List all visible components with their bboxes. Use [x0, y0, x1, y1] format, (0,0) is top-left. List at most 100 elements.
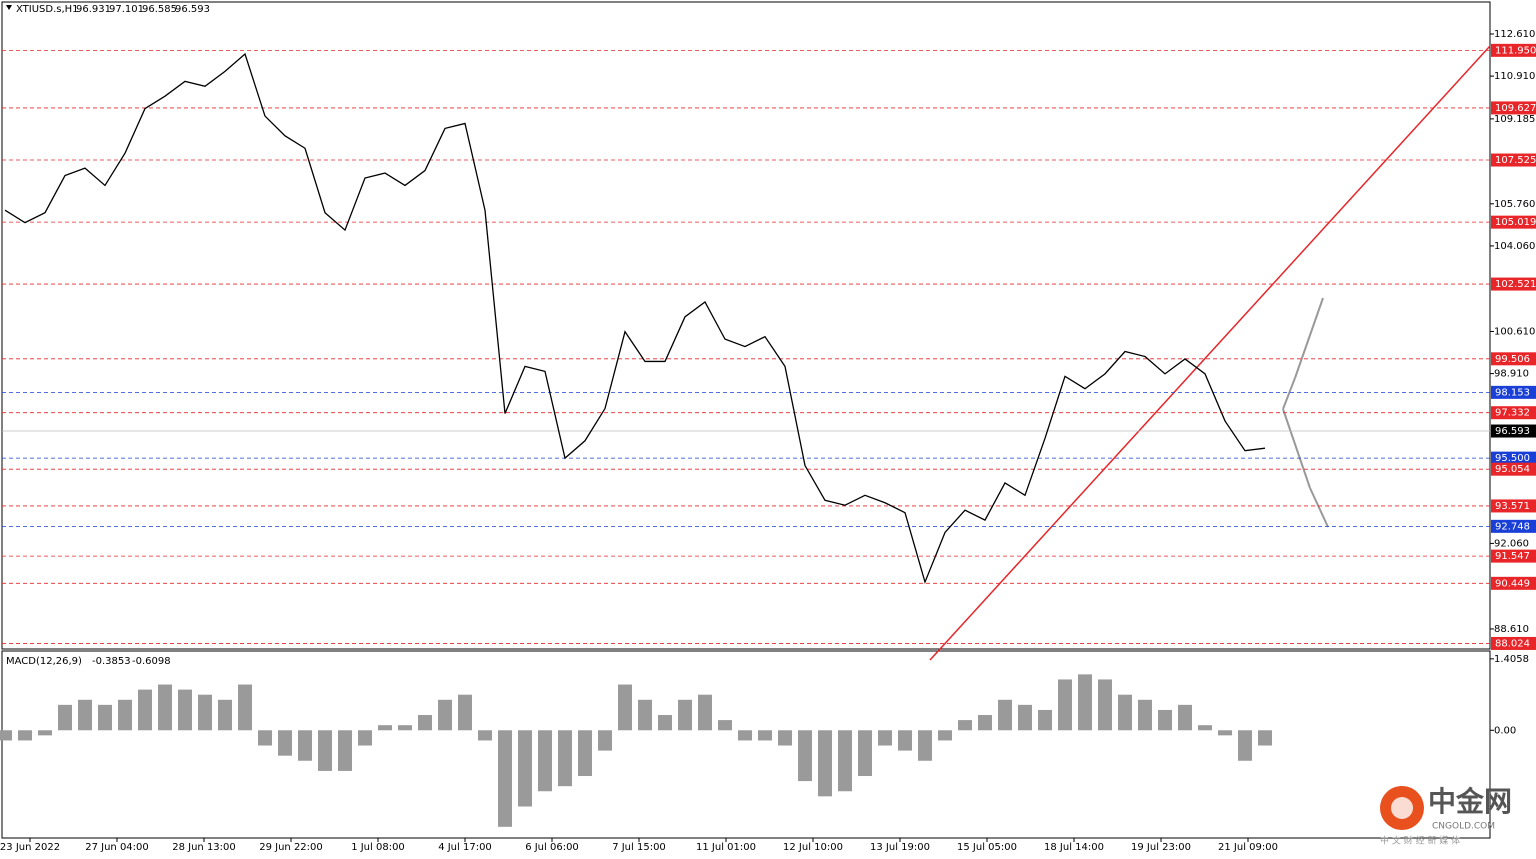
x-tick-label: 23 Jun 2022	[0, 842, 60, 853]
level-label: 93.571	[1495, 501, 1530, 512]
macd-bar	[38, 730, 52, 736]
watermark-domain: CNGOLD.COM	[1432, 822, 1495, 832]
x-tick-label: 15 Jul 05:00	[957, 842, 1017, 853]
y-tick-label: 109.185	[1494, 114, 1535, 125]
macd-bar	[838, 730, 852, 792]
macd-bar	[378, 725, 392, 731]
header-value: -0.3853	[92, 656, 131, 667]
y-tick-label: 1.4058	[1494, 654, 1529, 665]
x-tick-label: 12 Jul 10:00	[783, 842, 843, 853]
level-label: 111.950	[1495, 45, 1536, 56]
level-label: 97.332	[1495, 408, 1530, 419]
macd-bar	[218, 699, 232, 731]
macd-bar	[178, 689, 192, 731]
watermark-slogan: 中 文 财 经 新 媒 体	[1380, 835, 1460, 847]
watermark-name: 中金网	[1428, 785, 1512, 818]
macd-bar	[1058, 679, 1072, 731]
x-tick-label: 29 Jun 22:00	[259, 842, 323, 853]
level-tag	[1491, 101, 1536, 115]
level-label: 109.627	[1495, 103, 1536, 114]
level-tag	[1491, 576, 1536, 590]
macd-bar	[278, 730, 292, 756]
level-label: 90.449	[1495, 578, 1530, 589]
macd-bar	[878, 730, 892, 746]
macd-bar	[1178, 704, 1192, 731]
x-tick-label: 11 Jul 01:00	[696, 842, 756, 853]
level-tag	[1491, 385, 1536, 399]
y-tick-label: 100.610	[1494, 326, 1535, 337]
x-tick-label: 4 Jul 17:00	[438, 842, 492, 853]
level-label: 95.500	[1495, 453, 1530, 464]
macd-bar	[758, 730, 772, 741]
macd-bar	[338, 730, 352, 771]
macd-bar	[1218, 730, 1232, 736]
macd-bar	[978, 715, 992, 731]
macd-bar	[478, 730, 492, 741]
macd-bar	[858, 730, 872, 777]
macd-bar	[1258, 730, 1272, 746]
macd-bar	[778, 730, 792, 746]
macd-bar	[1238, 730, 1252, 761]
y-tick-label: 92.060	[1494, 538, 1529, 549]
price-line	[4, 52, 1266, 585]
macd-bar	[938, 730, 952, 741]
level-tag	[1491, 352, 1536, 366]
header-value: 97.101	[109, 4, 144, 15]
level-tag	[1491, 519, 1536, 533]
macd-bar	[1078, 674, 1092, 731]
macd-bar	[398, 725, 412, 731]
level-label: 107.525	[1495, 155, 1536, 166]
y-tick-label: 110.910	[1494, 71, 1535, 82]
macd-bar	[418, 715, 432, 731]
macd-bar	[298, 730, 312, 761]
macd-bar	[818, 730, 832, 797]
header-value: 96.585	[142, 4, 177, 15]
level-tag	[1491, 499, 1536, 513]
level-tag	[1491, 462, 1536, 476]
macd-bar	[898, 730, 912, 751]
macd-bar	[238, 684, 252, 731]
y-tick-label: 0.00	[1494, 725, 1516, 736]
menu-arrow[interactable]	[6, 5, 12, 10]
macd-bar	[1158, 709, 1172, 731]
level-tag	[1491, 451, 1536, 465]
macd-bar	[678, 699, 692, 731]
level-tag	[1491, 406, 1536, 420]
macd-bar	[618, 684, 632, 731]
level-tag	[1491, 43, 1536, 57]
macd-bar	[918, 730, 932, 761]
macd-bar	[698, 694, 712, 731]
last-price-tag	[1491, 424, 1536, 438]
macd-bar	[1118, 694, 1132, 731]
x-tick-label: 21 Jul 09:00	[1218, 842, 1278, 853]
y-tick-label: 112.610	[1494, 29, 1535, 40]
header-value: 96.931	[76, 4, 111, 15]
watermark: 中金网 CNGOLD.COM 中 文 财 经 新 媒 体	[1380, 785, 1512, 847]
macd-bar	[1098, 679, 1112, 731]
macd-bar	[118, 699, 132, 731]
header-value: -0.6098	[132, 656, 171, 667]
macd-bar	[318, 730, 332, 771]
macd-bar	[558, 730, 572, 787]
macd-bar	[358, 730, 372, 746]
macd-bar	[798, 730, 812, 782]
x-tick-label: 13 Jul 19:00	[870, 842, 930, 853]
trend-line	[929, 45, 1491, 661]
macd-bar	[538, 730, 552, 792]
macd-bar	[158, 684, 172, 731]
x-tick-label: 19 Jul 23:00	[1131, 842, 1191, 853]
macd-bar	[438, 699, 452, 731]
macd-bar	[598, 730, 612, 751]
level-tag	[1491, 636, 1536, 650]
macd-bar	[658, 715, 672, 731]
macd-bar	[98, 704, 112, 731]
macd-panel	[1, 650, 1491, 839]
macd-bar	[0, 730, 12, 741]
header-value: 96.593	[175, 4, 210, 15]
level-tag	[1491, 549, 1536, 563]
macd-bar	[1038, 709, 1052, 731]
x-tick-label: 6 Jul 06:00	[525, 842, 579, 853]
macd-bar	[998, 699, 1012, 731]
level-label: 105.019	[1495, 217, 1536, 228]
